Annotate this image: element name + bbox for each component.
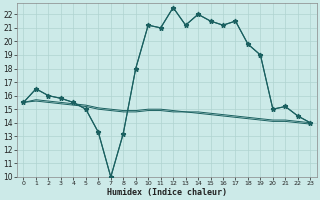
X-axis label: Humidex (Indice chaleur): Humidex (Indice chaleur) [107, 188, 227, 197]
